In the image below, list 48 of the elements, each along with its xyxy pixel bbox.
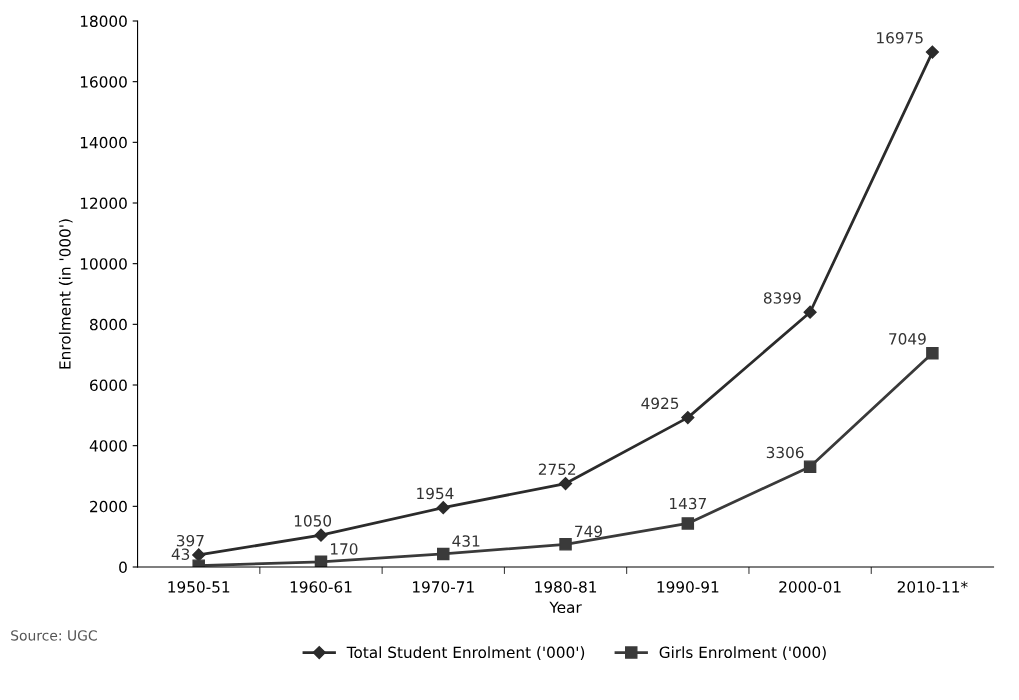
x-tick-label: 2010-11* [897, 581, 968, 593]
data-label: 16975 [877, 32, 923, 44]
data-label: 749 [575, 525, 602, 538]
point [436, 501, 450, 515]
y-axis-title: Enrolment (in '000') [58, 219, 73, 369]
data-label: 1437 [670, 497, 706, 510]
data-label: 397 [176, 534, 204, 547]
y-tick-label: 2000 [90, 500, 127, 513]
y-tick-label: 8000 [90, 318, 127, 331]
point [559, 538, 572, 551]
point [314, 528, 328, 542]
y-tick-label: 10000 [80, 258, 127, 270]
data-label: 431 [452, 535, 480, 547]
x-tick-label: 1960-61 [290, 581, 352, 593]
y-tick-label: 18000 [80, 15, 127, 28]
data-label: 1954 [417, 487, 454, 500]
x-tick-label: 2000-01 [779, 581, 841, 593]
data-label: 3306 [766, 446, 804, 459]
x-tick-label: 1970-71 [413, 581, 474, 593]
x-tick-label: 1990-91 [657, 581, 719, 593]
point [925, 45, 939, 59]
point [192, 548, 206, 562]
x-axis-title: Year [549, 601, 582, 614]
point [926, 346, 939, 360]
data-label: 170 [331, 543, 358, 555]
point [558, 476, 573, 491]
y-tick-label: 4000 [89, 440, 127, 452]
point [437, 547, 450, 561]
data-label: 8399 [763, 292, 801, 304]
data-label: 1050 [294, 515, 332, 527]
y-tick-label: 0 [119, 561, 127, 574]
point [681, 517, 695, 530]
source-note: Source: UGC [11, 630, 97, 641]
data-label: 7049 [889, 333, 926, 345]
data-label: 4925 [641, 397, 679, 410]
x-tick-label: 1980-81 [535, 581, 597, 593]
data-label: 43 [171, 548, 190, 560]
y-tick-label: 12000 [80, 197, 127, 210]
y-tick-label: 16000 [80, 76, 127, 88]
y-tick-label: 6000 [90, 379, 127, 392]
y-tick-label: 14000 [80, 136, 127, 149]
point [803, 460, 817, 473]
point [681, 411, 695, 425]
x-tick-label: 1950-51 [168, 581, 230, 593]
legend-label: Total Student Enrolment ('000') [346, 646, 585, 660]
data-label: 2752 [538, 463, 576, 476]
legend-label: Girls Enrolment ('000) [659, 646, 826, 660]
point [803, 305, 817, 319]
